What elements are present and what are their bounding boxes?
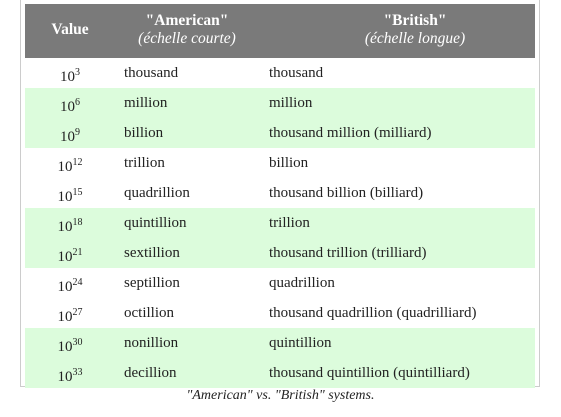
value-cell: 106	[25, 88, 115, 122]
british-cell: thousand	[269, 65, 324, 81]
british-cell: quadrillion	[269, 275, 335, 291]
british-cell: trillion	[269, 215, 310, 231]
value-exponent: 15	[72, 187, 83, 198]
american-cell: octillion	[124, 305, 174, 321]
table-header: Value "American" (échelle courte) "Britis…	[25, 4, 535, 58]
value-base: 10	[60, 129, 75, 145]
british-cell: thousand trillion (trilliard)	[269, 245, 427, 261]
british-cell: thousand quadrillion (quadrilliard)	[269, 305, 477, 321]
header-british: "British" (échelle longue)	[315, 12, 515, 48]
header-american-sub: (échelle courte)	[138, 30, 236, 47]
value-exponent: 24	[72, 277, 83, 288]
value-cell: 1033	[25, 358, 115, 392]
american-cell: quintillion	[124, 215, 187, 231]
value-base: 10	[57, 159, 73, 175]
header-british-sub: (échelle longue)	[364, 30, 466, 47]
value-exponent: 9	[75, 127, 80, 138]
value-cell: 1024	[25, 268, 115, 302]
british-cell: million	[269, 95, 313, 111]
british-cell: thousand quintillion (quintilliard)	[269, 365, 470, 381]
american-cell: million	[124, 95, 168, 111]
table-row: 1012 trillion billion	[25, 148, 535, 178]
header-value: Value	[51, 21, 89, 38]
table-body: 103 thousand thousand 106 million million 109 b…	[25, 58, 535, 388]
table-row: 1024 septillion quadrillion	[25, 268, 535, 298]
american-cell: nonillion	[124, 335, 179, 351]
value-exponent: 30	[72, 337, 83, 348]
value-exponent: 21	[72, 247, 83, 258]
american-cell: billion	[124, 125, 164, 141]
british-cell: thousand billion (billiard)	[269, 185, 424, 201]
british-cell: quintillion	[269, 335, 332, 351]
american-cell: quadrillion	[124, 185, 190, 201]
table-row: 1015 quadrillion thousand billion (billiar…	[25, 178, 535, 208]
american-cell: trillion	[124, 155, 165, 171]
value-base: 10	[57, 219, 73, 235]
table-row: 106 million million	[25, 88, 535, 118]
caption: "American" vs. "British" systems.	[186, 388, 375, 403]
table-row: 1030 nonillion quintillion	[25, 328, 535, 358]
value-exponent: 27	[72, 307, 83, 318]
value-exponent: 3	[75, 67, 80, 78]
british-cell: billion	[269, 155, 309, 171]
value-base: 10	[57, 279, 73, 295]
value-base: 10	[57, 249, 73, 265]
table: Value "American" (échelle courte) "Britis…	[25, 4, 535, 388]
table-row: 1027 octillion thousand quadrillion (quadr…	[25, 298, 535, 328]
table-row: 103 thousand thousand	[25, 58, 535, 88]
value-cell: 1018	[25, 208, 115, 242]
value-cell: 1012	[25, 148, 115, 182]
american-cell: septillion	[124, 275, 180, 291]
header-british-title: "British"	[383, 12, 447, 29]
table-frame: Value "American" (échelle courte) "Britis…	[20, 0, 540, 388]
american-cell: decillion	[124, 365, 177, 381]
table-row: 1033 decillion thousand quintillion (quint…	[25, 358, 535, 388]
value-base: 10	[57, 369, 73, 385]
value-cell: 103	[25, 58, 115, 92]
value-base: 10	[60, 99, 75, 115]
american-cell: thousand	[124, 65, 179, 81]
value-cell: 1021	[25, 238, 115, 272]
value-exponent: 12	[72, 157, 83, 168]
value-base: 10	[57, 189, 73, 205]
value-base: 10	[60, 69, 75, 85]
table-row: 1021 sextillion thousand trillion (trillia…	[25, 238, 535, 268]
value-base: 10	[57, 309, 73, 325]
american-cell: sextillion	[124, 245, 180, 261]
value-cell: 1027	[25, 298, 115, 332]
value-cell: 1015	[25, 178, 115, 212]
header-american: "American" (échelle courte)	[117, 12, 257, 48]
british-cell: thousand million (milliard)	[269, 125, 432, 141]
value-base: 10	[57, 339, 73, 355]
value-exponent: 33	[72, 367, 83, 378]
table-row: 109 billion thousand million (milliard)	[25, 118, 535, 148]
value-exponent: 6	[75, 97, 80, 108]
header-american-title: "American"	[145, 12, 229, 29]
table-row: 1018 quintillion trillion	[25, 208, 535, 238]
value-exponent: 18	[72, 217, 83, 228]
value-cell: 1030	[25, 328, 115, 362]
value-cell: 109	[25, 118, 115, 152]
